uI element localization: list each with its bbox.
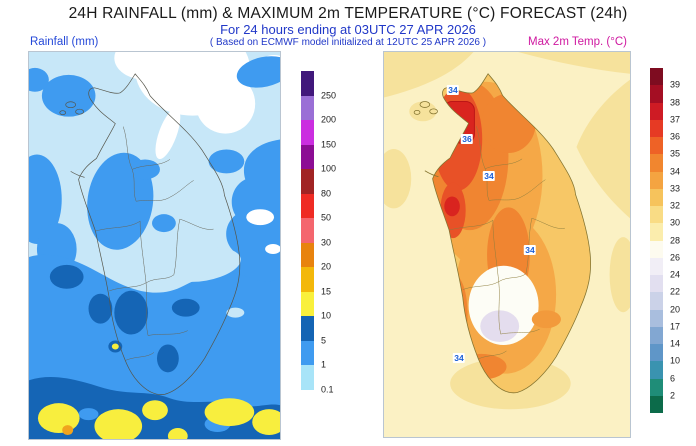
colorbar-segment bbox=[650, 257, 663, 275]
colorbar-tick-label: 30 bbox=[321, 237, 332, 247]
temperature-panel-label: Max 2m Temp. (°C) bbox=[528, 36, 627, 48]
model-init-note: ( Based on ECMWF model initialized at 12… bbox=[209, 37, 487, 48]
forecast-valid-time: For 24 hours ending at 03UTC 27 APR 2026 bbox=[220, 22, 476, 37]
colorbar-segment bbox=[301, 340, 314, 365]
colorbar-segment bbox=[650, 292, 663, 310]
temperature-map: 34 36 34 34 34 bbox=[383, 51, 631, 438]
colorbar-tick-label: 10 bbox=[321, 310, 332, 321]
colorbar-segment bbox=[650, 275, 663, 293]
rainfall-colorbar bbox=[301, 71, 314, 390]
colorbar-segment bbox=[650, 102, 663, 120]
colorbar-tick-label: 38 bbox=[670, 97, 681, 107]
colorbar-segment bbox=[301, 316, 314, 341]
colorbar-tick-label: 14 bbox=[670, 338, 681, 349]
colorbar-segment bbox=[650, 119, 663, 137]
colorbar-tick-label: 15 bbox=[321, 286, 332, 296]
contour-label: 34 bbox=[482, 171, 496, 181]
rainfall-map bbox=[28, 51, 281, 440]
colorbar-tick-label: 37 bbox=[670, 114, 681, 125]
colorbar-tick-label: 200 bbox=[321, 114, 337, 125]
colorbar-segment bbox=[301, 144, 314, 169]
colorbar-tick-label: 22 bbox=[670, 286, 681, 297]
colorbar-tick-label: 10 bbox=[670, 355, 681, 366]
temperature-contour-labels: 34 36 34 34 34 bbox=[384, 52, 630, 437]
rainfall-colorbar-labels: 250 200 150 100 80 50 30 20 15 10 5 1 0.1 bbox=[321, 71, 351, 394]
colorbar-segment bbox=[650, 85, 663, 103]
colorbar-segment bbox=[650, 223, 663, 241]
colorbar-segment bbox=[301, 291, 314, 316]
colorbar-segment bbox=[650, 326, 663, 344]
page-title: 24H RAINFALL (mm) & MAXIMUM 2m TEMPERATU… bbox=[68, 5, 628, 22]
colorbar-segment bbox=[650, 344, 663, 362]
colorbar-segment bbox=[650, 137, 663, 155]
colorbar-tick-label: 250 bbox=[321, 90, 337, 100]
district-borders bbox=[449, 126, 565, 360]
colorbar-tick-label: 24 bbox=[670, 269, 681, 280]
contour-label: 34 bbox=[523, 245, 537, 255]
colorbar-tick-label: 35 bbox=[670, 148, 681, 159]
colorbar-tick-label: 39 bbox=[670, 79, 681, 90]
colorbar-segment bbox=[650, 188, 663, 206]
contour-label: 36 bbox=[460, 134, 474, 144]
colorbar-tick-label: 26 bbox=[670, 252, 681, 263]
colorbar-segment bbox=[301, 169, 314, 194]
colorbar-tick-label: 20 bbox=[670, 304, 681, 314]
colorbar-segment bbox=[301, 242, 314, 267]
colorbar-segment bbox=[650, 309, 663, 327]
colorbar-tick-label: 150 bbox=[321, 139, 337, 149]
colorbar-segment bbox=[301, 95, 314, 120]
colorbar-tick-label: 20 bbox=[321, 261, 332, 272]
colorbar-segment bbox=[301, 193, 314, 218]
colorbar-tick-label: 0.1 bbox=[321, 384, 334, 394]
colorbar-segment bbox=[301, 120, 314, 145]
sri-lanka-outline bbox=[59, 73, 241, 395]
colorbar-tick-label: 34 bbox=[670, 166, 681, 176]
sri-lanka-outline bbox=[413, 73, 591, 394]
colorbar-tick-label: 28 bbox=[670, 235, 681, 245]
district-borders bbox=[95, 126, 214, 361]
colorbar-tick-label: 17 bbox=[670, 321, 681, 332]
colorbar-tick-label: 100 bbox=[321, 163, 337, 174]
rainfall-map-svg bbox=[29, 52, 280, 439]
rainfall-panel-label: Rainfall (mm) bbox=[30, 36, 99, 48]
colorbar-segment bbox=[650, 68, 663, 86]
colorbar-segment bbox=[650, 171, 663, 189]
temperature-colorbar bbox=[650, 68, 663, 413]
contour-label: 34 bbox=[452, 353, 466, 363]
colorbar-segment bbox=[650, 206, 663, 224]
colorbar-tick-label: 33 bbox=[670, 183, 681, 194]
colorbar-segment bbox=[650, 240, 663, 258]
colorbar-tick-label: 32 bbox=[670, 200, 681, 211]
colorbar-tick-label: 6 bbox=[670, 373, 676, 383]
colorbar-segment bbox=[650, 154, 663, 172]
colorbar-segment bbox=[301, 365, 314, 390]
colorbar-tick-label: 1 bbox=[321, 359, 327, 370]
colorbar-segment bbox=[301, 218, 314, 243]
colorbar-tick-label: 80 bbox=[321, 188, 332, 198]
colorbar-segment bbox=[650, 395, 663, 413]
temperature-colorbar-labels: 39 38 37 36 35 34 33 32 30 28 26 24 22 20 17 14 10 6 2 bbox=[670, 68, 696, 413]
colorbar-tick-label: 30 bbox=[670, 217, 681, 228]
colorbar-tick-label: 50 bbox=[321, 212, 332, 223]
colorbar-segment bbox=[650, 361, 663, 379]
colorbar-segment bbox=[301, 267, 314, 292]
colorbar-segment bbox=[650, 378, 663, 396]
contour-label: 34 bbox=[446, 85, 460, 95]
colorbar-tick-label: 2 bbox=[670, 390, 676, 401]
colorbar-tick-label: 36 bbox=[670, 131, 681, 142]
colorbar-tick-label: 5 bbox=[321, 335, 327, 345]
colorbar-segment bbox=[301, 71, 314, 96]
